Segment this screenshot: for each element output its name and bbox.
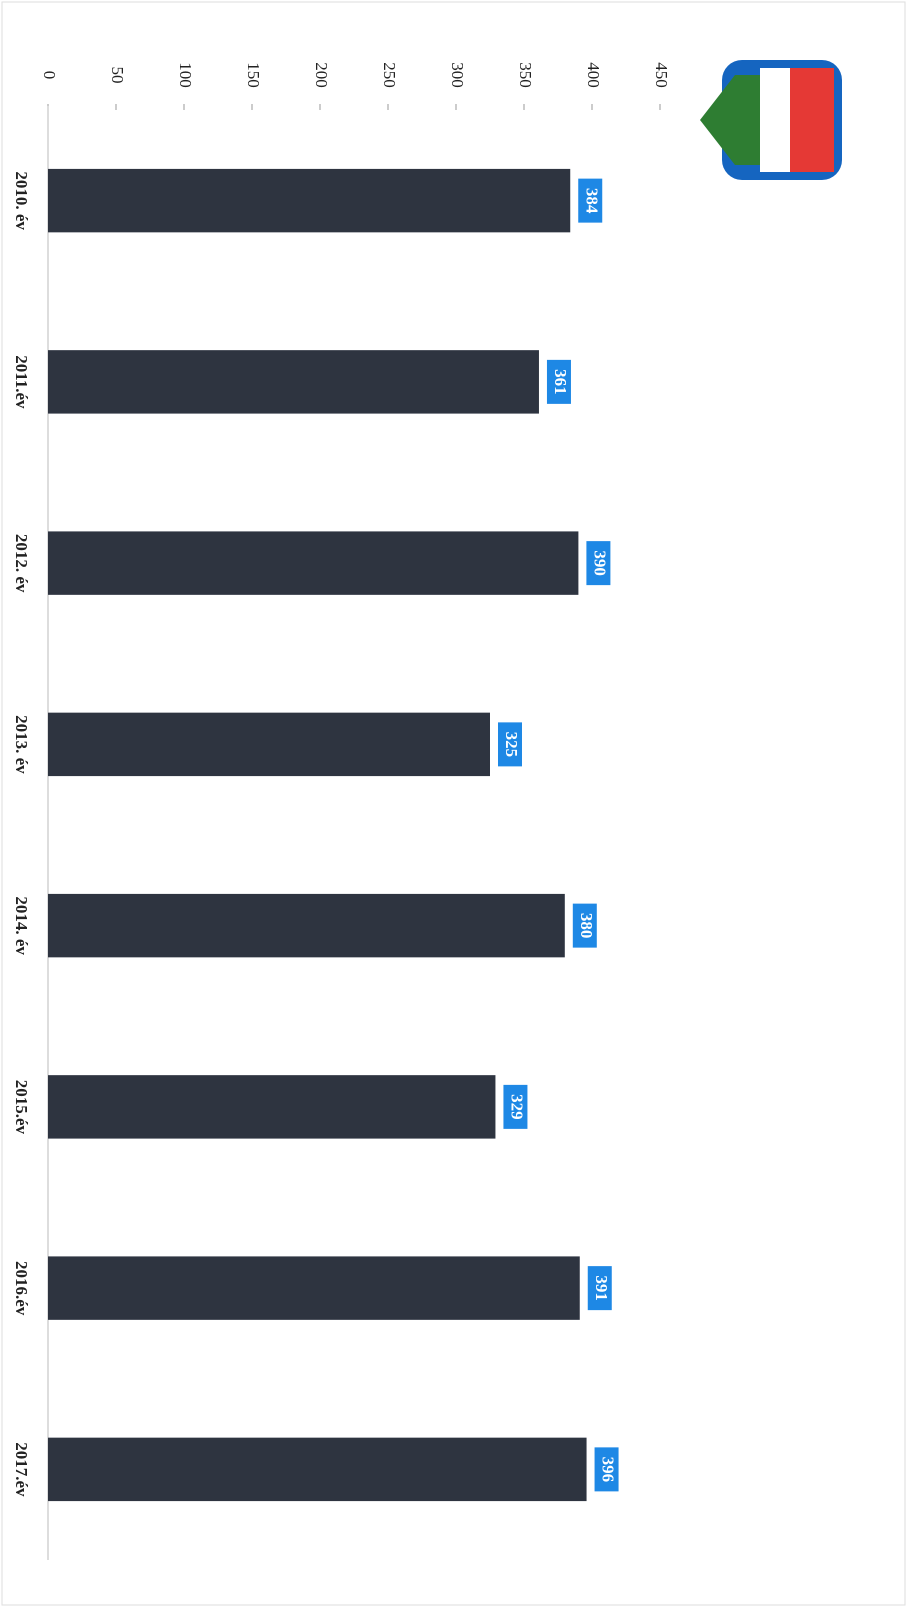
- bar: [48, 531, 579, 595]
- y-tick-label: 2010. év: [12, 171, 31, 230]
- value-label-box: [498, 722, 522, 767]
- value-label-box: [572, 903, 597, 948]
- value-label: 380: [577, 913, 596, 939]
- y-tick-label: 2011.év: [12, 355, 31, 409]
- bar: [48, 893, 565, 958]
- bar: [48, 712, 490, 777]
- y-tick-label: 2013. év: [12, 715, 31, 774]
- x-tick-label: 350: [516, 62, 535, 88]
- bar: [48, 1075, 496, 1139]
- value-label-box: [594, 1447, 619, 1492]
- x-tick-label: 300: [448, 62, 467, 88]
- value-label-box: [546, 359, 571, 404]
- value-label-box: [578, 178, 603, 223]
- value-label-box: [587, 1266, 612, 1311]
- x-tick-label: 400: [584, 62, 603, 88]
- x-tick-label: 100: [176, 62, 195, 88]
- y-tick-label: 2012. év: [12, 534, 31, 593]
- x-tick-label: 250: [380, 62, 399, 88]
- bar: [48, 1437, 587, 1502]
- value-label: 384: [582, 188, 601, 214]
- bar: [48, 1256, 580, 1320]
- value-label-box: [503, 1084, 528, 1129]
- value-label: 391: [592, 1275, 611, 1301]
- y-tick-label: 2016.év: [12, 1261, 31, 1316]
- bar: [48, 168, 571, 233]
- x-tick-label: 200: [312, 62, 331, 88]
- value-label: 329: [508, 1094, 527, 1120]
- x-tick-label: 0: [40, 71, 59, 80]
- x-tick-label: 150: [244, 62, 263, 88]
- value-label: 390: [590, 550, 609, 576]
- y-tick-label: 2014. év: [12, 896, 31, 955]
- x-tick-label: 450: [652, 62, 671, 88]
- value-label-box: [586, 541, 611, 586]
- x-tick-label: 50: [108, 67, 127, 84]
- logo: [700, 60, 842, 180]
- value-label: 396: [599, 1457, 618, 1483]
- bar: [48, 350, 539, 414]
- value-label: 361: [551, 369, 570, 395]
- y-tick-label: 2017.év: [12, 1442, 31, 1497]
- y-tick-label: 2015.év: [12, 1080, 31, 1135]
- value-label: 325: [502, 732, 521, 758]
